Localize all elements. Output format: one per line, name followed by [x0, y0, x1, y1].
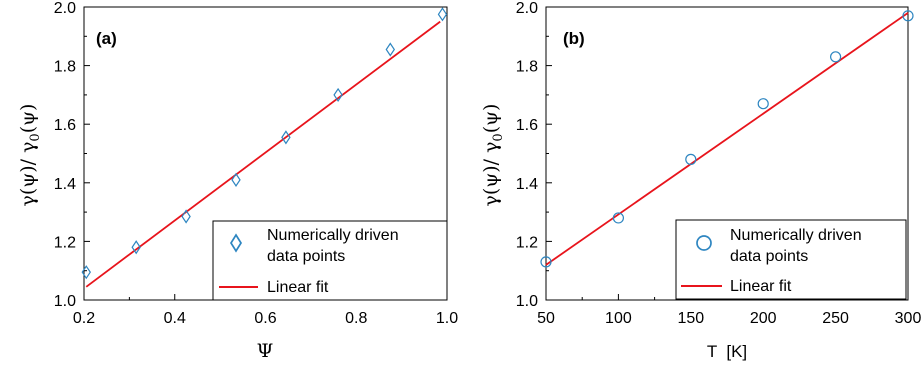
- legend-label-fit: Linear fit: [267, 279, 329, 296]
- data-points-group: [81, 7, 448, 280]
- data-point-circle: [612, 212, 625, 224]
- chart-panel-b: 1.0 1.2 1.4 1.6 1.8 2.0 50 100 150 200 250 300 (b)…: [480, 0, 921, 361]
- data-point-diamond: [181, 209, 191, 224]
- x-tick-labels: 0.2 0.4 0.6 0.8 1.0: [73, 310, 458, 327]
- data-point-diamond: [385, 42, 396, 57]
- x-tick-label: 300: [895, 310, 922, 327]
- y-tick-labels: 1.0 1.2 1.4 1.6 1.8 2.0: [54, 0, 76, 310]
- data-point-circle: [829, 51, 842, 63]
- y-axis-title: γ(ψ)/ γ0(ψ): [480, 104, 506, 207]
- y-axis-title: γ(ψ)/ γ0(ψ): [17, 104, 43, 207]
- x-tick-label: 1.0: [436, 310, 458, 327]
- data-point-circle: [685, 153, 697, 165]
- legend-label-fit: Linear fit: [730, 278, 792, 295]
- y-tick-label: 1.2: [54, 234, 76, 251]
- legend-label-points-line2: data points: [730, 248, 808, 265]
- linear-fit-line: [85, 20, 441, 288]
- y-tick-label: 2.0: [54, 0, 76, 17]
- legend-diamond-marker: [229, 233, 243, 253]
- x-tick-label: 100: [605, 310, 632, 327]
- y-tick-label: 1.6: [516, 117, 538, 134]
- y-tick-label: 1.6: [54, 117, 76, 134]
- data-point-diamond: [437, 7, 448, 22]
- data-point-diamond: [333, 87, 343, 102]
- legend-circle-marker: [696, 235, 712, 251]
- y-tick-label: 1.0: [54, 293, 76, 310]
- legend: Numerically driven data points Linear fi…: [212, 220, 448, 301]
- x-tick-labels: 50 100 150 200 250 300: [537, 310, 921, 327]
- y-tick-label: 1.2: [516, 234, 538, 251]
- data-points-group: [540, 10, 914, 268]
- fit-line-group: [85, 20, 441, 288]
- panel-label: (b): [563, 29, 585, 48]
- x-tick-label: 0.8: [345, 310, 367, 327]
- x-tick-label: 0.2: [73, 310, 95, 327]
- y-tick-label: 2.0: [516, 0, 538, 17]
- y-tick-label: 1.4: [516, 176, 538, 193]
- panel-label: (a): [96, 29, 117, 48]
- data-point-diamond: [231, 172, 241, 187]
- data-point-diamond: [81, 265, 91, 280]
- y-tick-label: 1.8: [54, 59, 76, 76]
- chart-panel-a: 1.0 1.2 1.4 1.6 1.8 2.0 0.2 0.4 0.6 0.8 1.0 (a) Ψ…: [17, 0, 458, 362]
- fit-line-group: [545, 12, 909, 266]
- data-point-diamond: [281, 130, 291, 145]
- legend-label-points-line2: data points: [267, 248, 345, 265]
- x-tick-label: 200: [750, 310, 777, 327]
- data-point-diamond: [131, 240, 141, 255]
- linear-fit-line: [545, 12, 909, 266]
- data-point-circle: [540, 256, 552, 268]
- x-tick-label: 50: [537, 310, 555, 327]
- x-tick-label: 250: [822, 310, 849, 327]
- legend-label-points-line1: Numerically driven: [730, 227, 862, 244]
- data-point-circle: [757, 98, 769, 110]
- y-tick-label: 1.8: [516, 59, 538, 76]
- x-tick-label: 0.4: [164, 310, 186, 327]
- data-point-circle: [902, 10, 914, 22]
- x-axis-title: Ψ: [257, 340, 274, 362]
- x-tick-label: 150: [677, 310, 704, 327]
- y-tick-label: 1.4: [54, 176, 76, 193]
- y-tick-label: 1.0: [516, 293, 538, 310]
- legend-label-points-line1: Numerically driven: [267, 227, 399, 244]
- x-tick-label: 0.6: [254, 310, 276, 327]
- x-axis-title: T [K]: [707, 342, 747, 361]
- legend: Numerically driven data points Linear fi…: [675, 219, 907, 300]
- y-tick-labels: 1.0 1.2 1.4 1.6 1.8 2.0: [516, 0, 538, 310]
